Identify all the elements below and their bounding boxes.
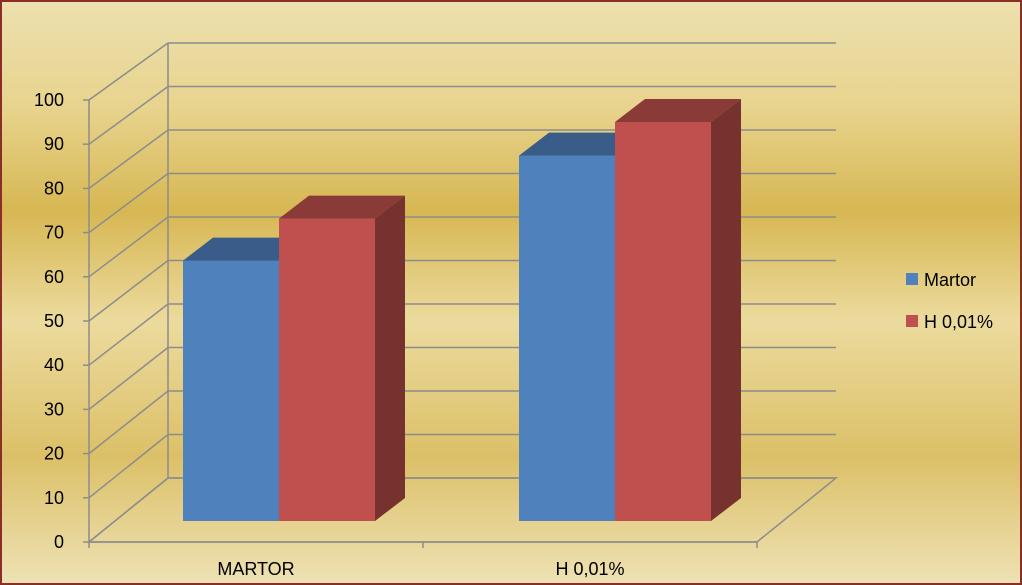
gridline-side-50 xyxy=(88,259,169,322)
gridline-side-30 xyxy=(88,346,169,410)
gridline-side-40 xyxy=(88,303,169,366)
gridline-side-20 xyxy=(88,390,169,455)
legend: Martor H 0,01% xyxy=(906,270,993,332)
axes xyxy=(83,99,758,548)
gridline-side-90 xyxy=(88,85,169,145)
bar-side xyxy=(711,99,741,521)
legend-swatch-martor xyxy=(906,273,918,285)
gridline-side-60 xyxy=(88,216,169,278)
y-tick-label-30: 30 xyxy=(44,399,64,419)
y-tick-labels: 0 10 20 30 40 50 60 70 80 90 100 xyxy=(34,90,64,552)
legend-label-martor: Martor xyxy=(924,270,976,290)
gridline-side-100 xyxy=(88,42,169,101)
x-category-label-martor: MARTOR xyxy=(217,559,294,579)
bars xyxy=(183,99,741,521)
x-category-labels: MARTOR H 0,01% xyxy=(217,559,624,579)
bar-h-0-01-martor xyxy=(279,195,405,521)
legend-swatch-h-0-01 xyxy=(906,315,918,327)
y-tick-label-90: 90 xyxy=(44,134,64,154)
y-tick-label-100: 100 xyxy=(34,90,64,110)
y-tick-label-10: 10 xyxy=(44,488,64,508)
x-category-label-h-0-01: H 0,01% xyxy=(555,559,624,579)
bar-h-0-01-h-0-01 xyxy=(615,99,741,521)
y-tick-label-0: 0 xyxy=(54,532,64,552)
bar-top xyxy=(279,195,405,219)
y-tick-label-60: 60 xyxy=(44,267,64,287)
gridline-side-10 xyxy=(88,433,169,499)
bar-front xyxy=(615,122,711,521)
bar-top xyxy=(615,99,741,122)
y-tick-label-20: 20 xyxy=(44,444,64,464)
bar-front xyxy=(519,155,615,521)
gridline-side-80 xyxy=(88,129,169,190)
y-tick-label-80: 80 xyxy=(44,178,64,198)
y-tick-label-50: 50 xyxy=(44,311,64,331)
legend-label-h-0-01: H 0,01% xyxy=(924,312,993,332)
bar-side xyxy=(375,195,405,521)
bar-front xyxy=(183,260,279,521)
y-tick-label-70: 70 xyxy=(44,223,64,243)
bar-top xyxy=(183,237,309,261)
y-tick-label-40: 40 xyxy=(44,355,64,375)
bar-top xyxy=(519,132,645,156)
bar-front xyxy=(279,218,375,521)
gridline-side-70 xyxy=(88,172,169,234)
